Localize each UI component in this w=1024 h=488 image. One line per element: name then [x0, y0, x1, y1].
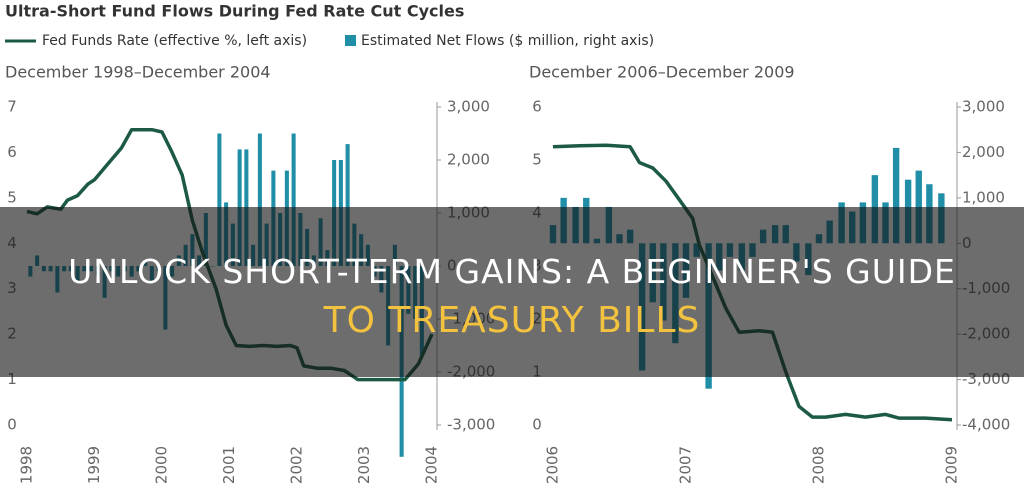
x-tick-label: 2009: [943, 446, 961, 484]
y2-tick-label: -3,000: [447, 416, 495, 434]
y2-tick-label: 3,000: [447, 98, 490, 116]
panel-subtitle: December 2006–December 2009: [529, 63, 795, 82]
overlay-headline: UNLOCK SHORT-TERM GAINS: A BEGINNER'S GU…: [68, 252, 956, 291]
y2-tick-label: -4,000: [962, 416, 1010, 434]
y2-tick-label: 2,000: [962, 143, 1005, 161]
bar: [291, 133, 296, 266]
bar: [345, 144, 350, 266]
y-tick-label: 1: [7, 370, 17, 388]
y2-tick-label: 3,000: [962, 98, 1005, 116]
x-tick-label: 1998: [18, 446, 36, 484]
bar: [257, 133, 262, 266]
legend-bar-swatch: [345, 35, 356, 46]
y2-tick-label: 1,000: [962, 188, 1005, 206]
bar: [217, 133, 222, 266]
y-tick-label: 5: [532, 151, 542, 169]
y-tick-label: 6: [532, 98, 542, 116]
chart-title: Ultra-Short Fund Flows During Fed Rate C…: [5, 2, 464, 21]
bar: [892, 147, 900, 244]
x-tick-label: 2003: [355, 446, 373, 484]
legend-entry: Estimated Net Flows ($ million, right ax…: [361, 33, 654, 49]
x-tick-label: 2008: [810, 446, 828, 484]
x-tick-label: 2004: [423, 446, 441, 484]
y-tick-label: 0: [7, 416, 17, 434]
y-tick-label: 5: [7, 188, 17, 206]
bar: [915, 170, 922, 244]
x-tick-label: 2006: [544, 446, 562, 484]
x-tick-label: 2000: [153, 446, 171, 484]
panel-subtitle: December 1998–December 2004: [5, 63, 271, 82]
y-tick-label: 7: [7, 98, 17, 116]
x-tick-label: 2007: [677, 446, 695, 484]
y2-tick-label: 2,000: [447, 151, 490, 169]
y-tick-label: 0: [532, 416, 542, 434]
overlay-headline: TO TREASURY BILLS: [323, 300, 701, 341]
x-tick-label: 2002: [288, 446, 306, 484]
overlay-band: [0, 207, 1024, 377]
legend-entry: Fed Funds Rate (effective %, left axis): [42, 33, 307, 49]
x-tick-label: 2001: [220, 446, 238, 484]
x-tick-label: 1999: [85, 446, 103, 484]
y-tick-label: 6: [7, 143, 17, 161]
